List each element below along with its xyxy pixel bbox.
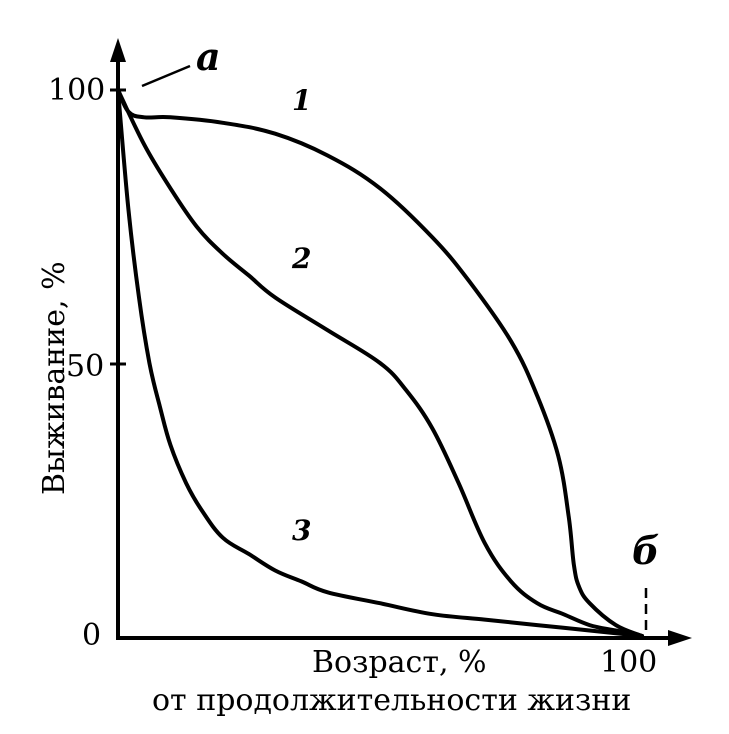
- y-tick-label-50: 50: [66, 349, 104, 384]
- point-a-leader: [141, 64, 191, 88]
- x-axis-title-line1: Возраст, %: [312, 645, 487, 680]
- curve-label-1: 1: [292, 84, 311, 117]
- x-axis-arrow: [668, 630, 692, 646]
- y-axis-title: Выживание, %: [37, 261, 72, 495]
- point-label-b: б: [632, 528, 659, 573]
- point-label-a: а: [196, 34, 221, 79]
- y-axis-arrow: [110, 38, 126, 62]
- curve-3: [116, 88, 644, 638]
- x-tick-label-100: 100: [600, 645, 657, 680]
- curve-1: [116, 88, 644, 638]
- y-tick-label-0: 0: [82, 618, 101, 653]
- y-tick-label-100: 100: [48, 73, 105, 108]
- curve-2: [116, 88, 644, 638]
- x-axis-title-line2: от продолжительности жизни: [152, 683, 631, 718]
- curve-label-2: 2: [291, 242, 311, 275]
- curve-label-3: 3: [292, 514, 311, 547]
